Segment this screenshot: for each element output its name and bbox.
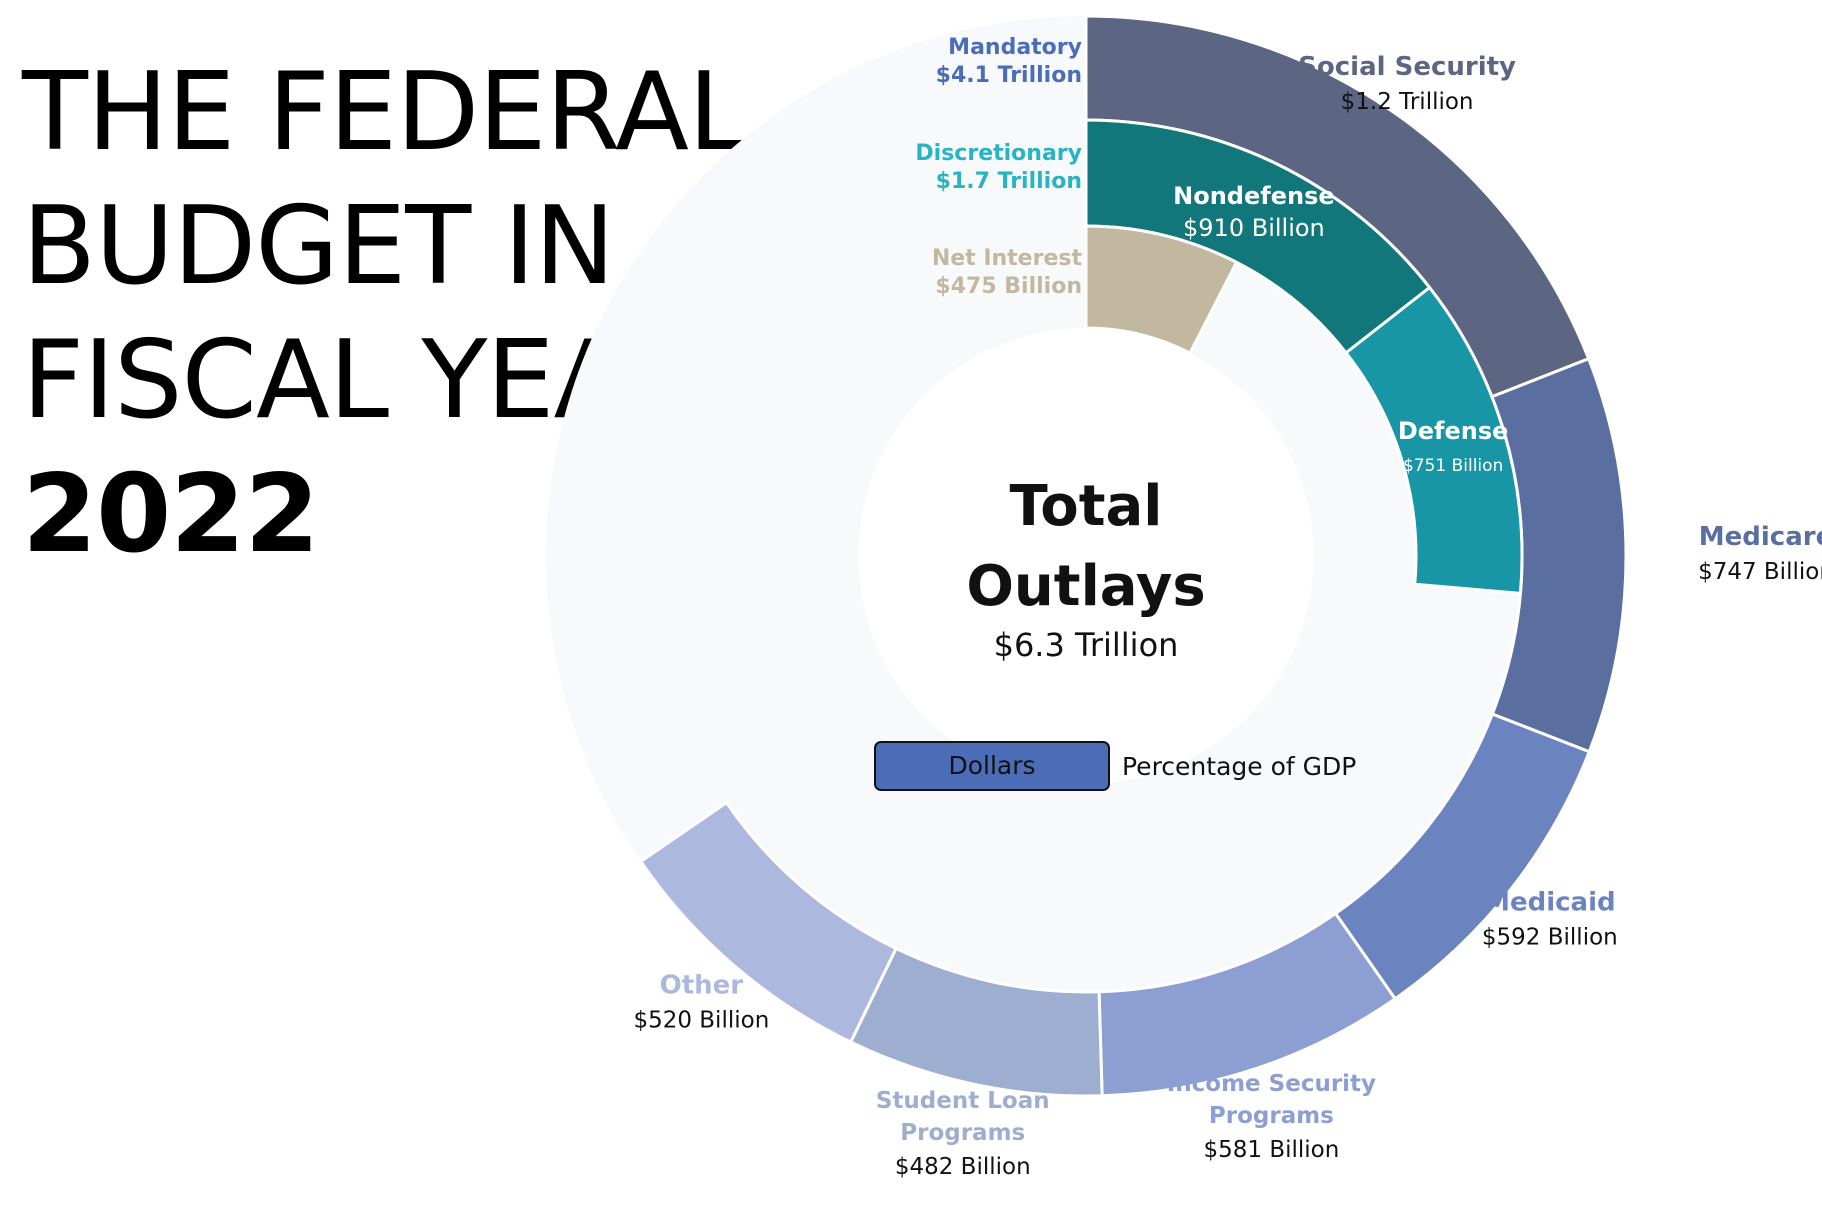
- income-security-programs-name-label: Income Security: [1167, 1071, 1376, 1097]
- social-security-name-label: Social Security: [1298, 52, 1516, 82]
- innermost-ring: [1084, 224, 1239, 356]
- defense-name-label: Defense: [1398, 417, 1509, 445]
- defense-segment[interactable]: [1343, 285, 1524, 595]
- outer-ring: [638, 14, 1628, 1098]
- discretionary-group-value-label: $1.7 Trillion: [936, 169, 1082, 194]
- net-interest-segment[interactable]: [1084, 224, 1239, 356]
- defense-value-label: $751 Billion: [1403, 456, 1503, 476]
- student-loan-programs-name-label: Programs: [900, 1120, 1025, 1146]
- other-name-label: Other: [660, 970, 744, 1000]
- net-interest-group-label: Net Interest: [932, 246, 1083, 271]
- center-total-label: Total: [1010, 474, 1163, 539]
- other-segment[interactable]: [638, 800, 899, 1045]
- dollars-toggle-button[interactable]: Dollars: [874, 741, 1110, 791]
- title-year: 2022: [22, 452, 320, 577]
- percentage-of-gdp-toggle[interactable]: Percentage of GDP: [1122, 752, 1357, 781]
- income-security-programs-name-label: Programs: [1209, 1103, 1334, 1129]
- inner-ring: [1084, 118, 1524, 595]
- medicare-name-label: Medicare: [1699, 522, 1822, 552]
- title-line-2: BUDGET IN: [22, 184, 615, 309]
- student-loan-programs-value-label: $482 Billion: [895, 1154, 1031, 1180]
- nondefense-value-label: $910 Billion: [1183, 214, 1325, 242]
- nondefense-name-label: Nondefense: [1173, 182, 1334, 210]
- medicaid-value-label: $592 Billion: [1482, 925, 1618, 951]
- social-security-value-label: $1.2 Trillion: [1341, 89, 1474, 115]
- title-line-1: THE FEDERAL: [22, 50, 748, 175]
- chart-labels: Social Security $1.2 Trillion Medicare $747…: [633, 35, 1822, 1180]
- medicaid-name-label: Medicaid: [1484, 888, 1616, 918]
- mandatory-group-value-label: $4.1 Trillion: [936, 63, 1082, 88]
- income-security-programs-value-label: $581 Billion: [1203, 1137, 1339, 1163]
- center-outlays-label: Outlays: [966, 554, 1205, 619]
- center-total-value: $6.3 Trillion: [994, 626, 1179, 664]
- center-disc: [858, 328, 1314, 784]
- discretionary-group-label: Discretionary: [915, 141, 1082, 166]
- other-value-label: $520 Billion: [633, 1007, 769, 1033]
- medicare-value-label: $747 Billion: [1698, 559, 1822, 585]
- net-interest-group-value-label: $475 Billion: [935, 274, 1082, 299]
- student-loan-programs-name-label: Student Loan: [876, 1088, 1050, 1114]
- mandatory-group-label: Mandatory: [948, 35, 1082, 60]
